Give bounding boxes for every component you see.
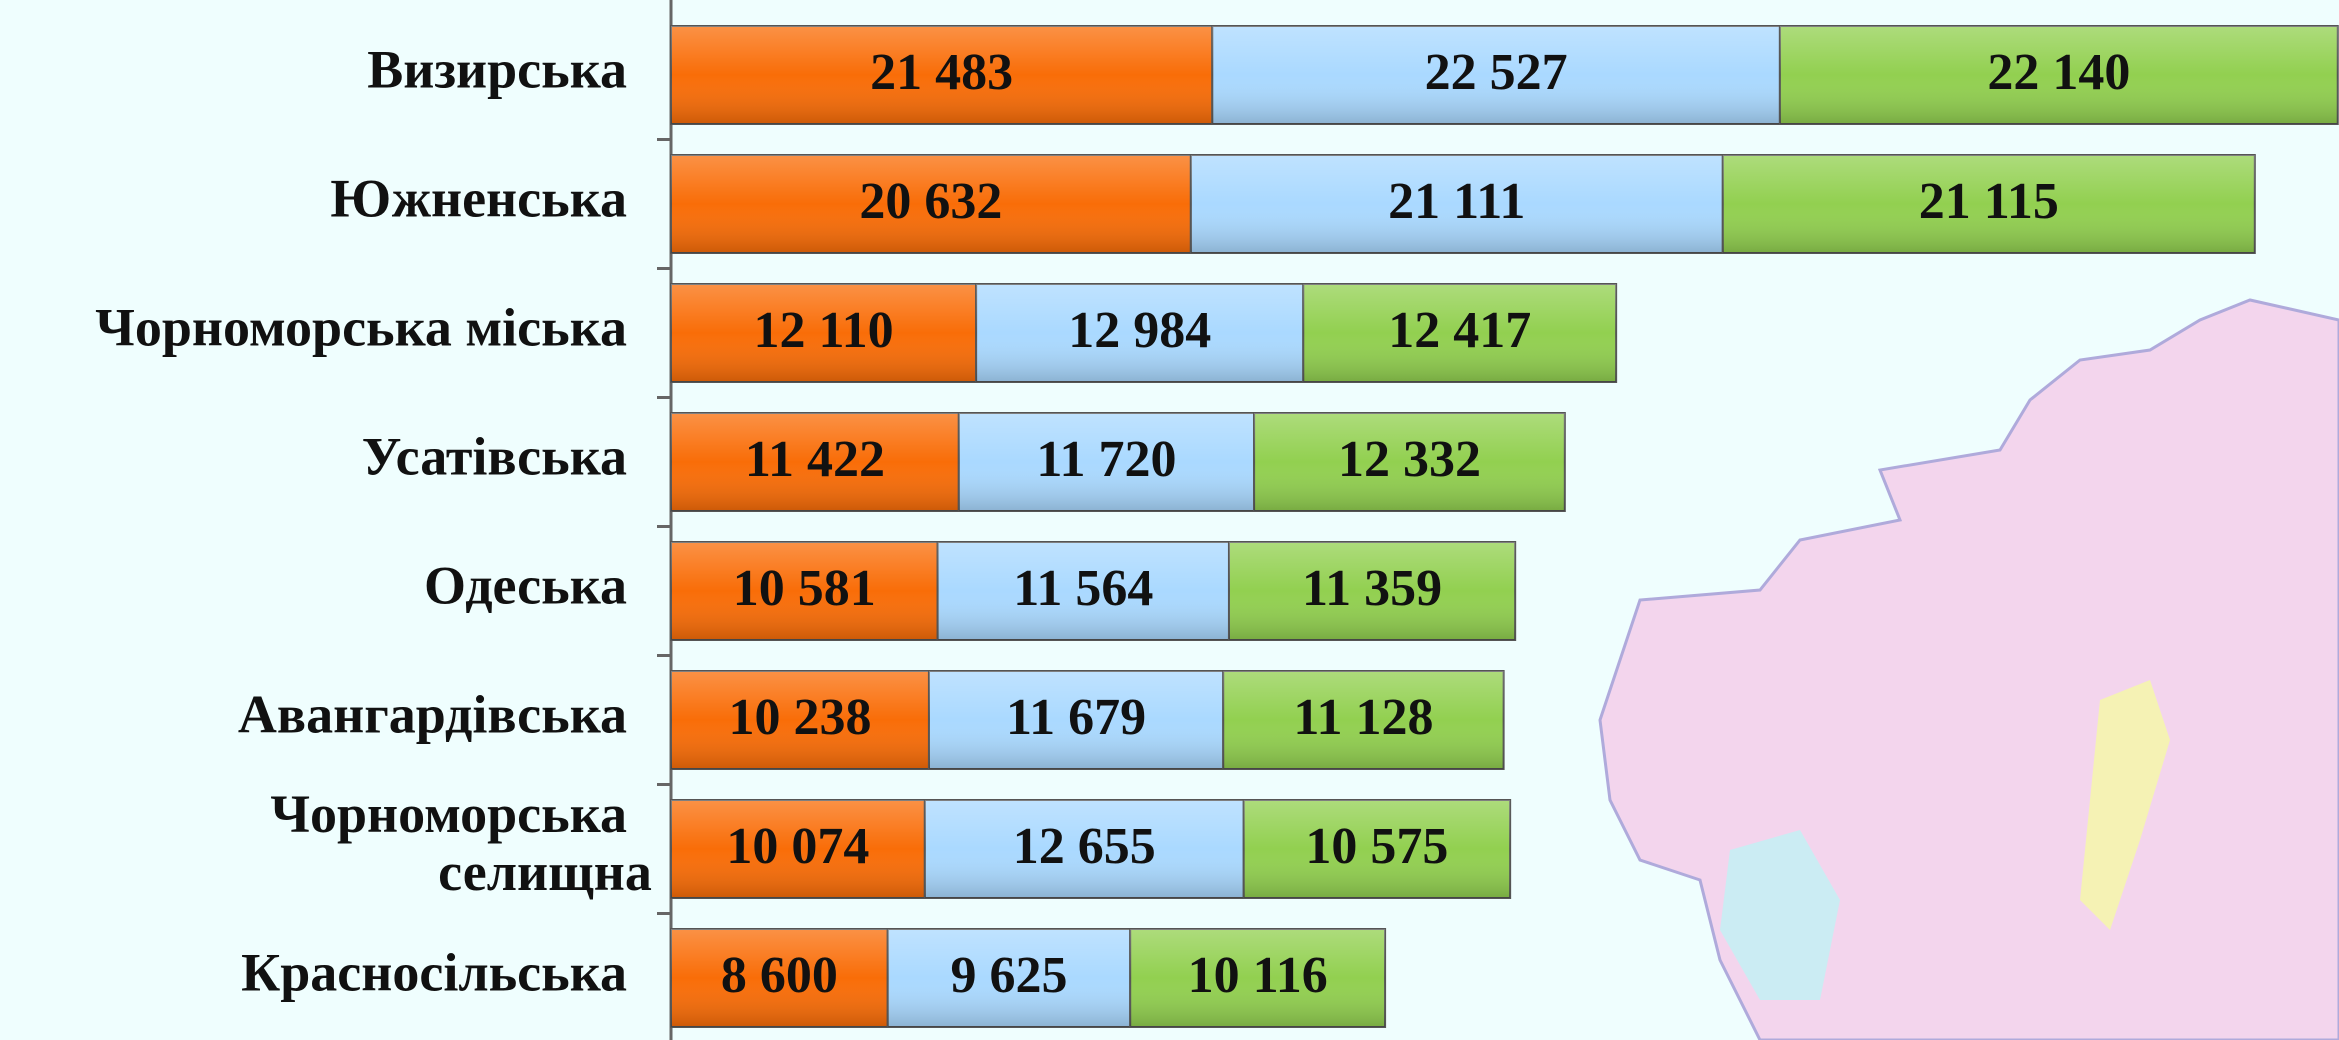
value-label: 10 238 — [728, 689, 871, 746]
value-label: 20 632 — [859, 173, 1002, 230]
category-label: Визирська — [367, 39, 627, 99]
bar-shade — [924, 800, 1244, 898]
bar-shade — [958, 413, 1255, 511]
bar-shade — [671, 542, 938, 640]
value-label: 11 564 — [1013, 560, 1153, 617]
value-label: 10 575 — [1305, 818, 1448, 875]
value-label: 12 332 — [1338, 431, 1481, 488]
bar-shade — [1130, 929, 1386, 1027]
bar-shade — [1779, 26, 2338, 124]
bar-shade — [937, 542, 1229, 640]
bar-shade — [976, 284, 1304, 382]
value-label: 11 359 — [1302, 560, 1442, 617]
value-label: 22 527 — [1425, 44, 1568, 101]
category-label: Усатівська — [362, 426, 627, 486]
value-label: 10 074 — [726, 818, 869, 875]
category-label: Южненська — [330, 168, 627, 228]
bar-shade — [1303, 284, 1617, 382]
bar-shade — [1223, 671, 1504, 769]
value-label: 12 417 — [1388, 302, 1531, 359]
value-label: 10 581 — [733, 560, 876, 617]
bar-shade — [887, 929, 1131, 1027]
bar-shade — [1228, 542, 1516, 640]
category-label: Авангардівська — [238, 684, 627, 744]
value-label: 9 625 — [950, 947, 1067, 1004]
bar-shade — [671, 671, 929, 769]
map-background — [1598, 298, 2339, 1040]
bar-shade — [671, 929, 888, 1027]
value-label: 22 140 — [1987, 44, 2130, 101]
value-label: 12 655 — [1013, 818, 1156, 875]
bar-shade — [1212, 26, 1780, 124]
bar-shade — [671, 26, 1213, 124]
bar-shade — [1722, 155, 2255, 253]
bar-shade — [1190, 155, 1723, 253]
category-label: Одеська — [424, 555, 627, 615]
bar-shade — [671, 413, 959, 511]
value-label: 21 115 — [1919, 173, 2059, 230]
value-label: 12 984 — [1068, 302, 1211, 359]
value-label: 8 600 — [721, 947, 838, 1004]
value-label: 11 128 — [1293, 689, 1433, 746]
bar-shade — [671, 800, 925, 898]
bar-shade — [1243, 800, 1511, 898]
value-label: 21 111 — [1388, 173, 1525, 230]
bar-shade — [671, 284, 977, 382]
value-label: 11 679 — [1006, 689, 1146, 746]
category-label: Красносільська — [241, 942, 627, 1002]
value-label: 21 483 — [870, 44, 1013, 101]
value-label: 11 422 — [745, 431, 885, 488]
bar-shade — [671, 155, 1191, 253]
category-label: Чорноморська міська — [95, 297, 627, 357]
value-label: 11 720 — [1036, 431, 1176, 488]
value-label: 10 116 — [1188, 947, 1328, 1004]
value-label: 12 110 — [753, 302, 893, 359]
bar-shade — [1254, 413, 1565, 511]
bar-shade — [928, 671, 1224, 769]
category-label: Чорноморська селищна — [270, 784, 652, 902]
